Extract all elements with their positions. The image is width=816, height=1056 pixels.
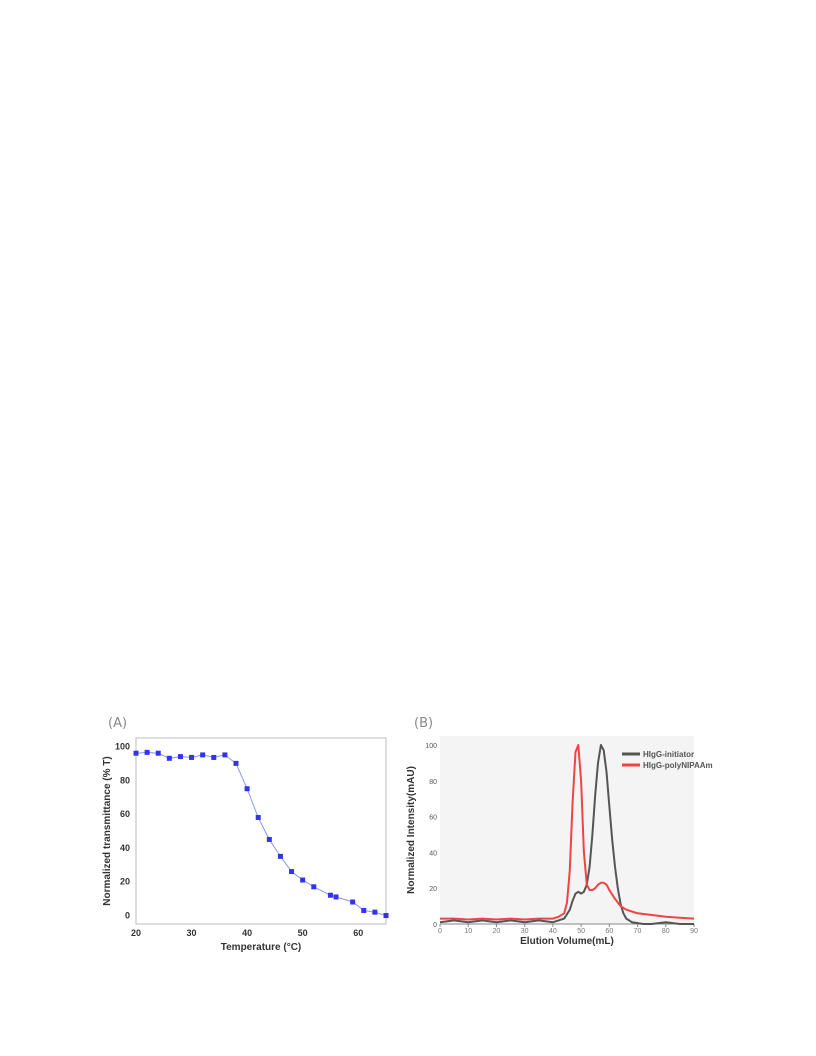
chart-a-xtick-label: 40 — [242, 928, 252, 938]
chart-b-xtick-label: 20 — [493, 928, 501, 935]
chart-b-ytick-label: 40 — [429, 850, 437, 857]
chart-b-xtick-label: 70 — [634, 928, 642, 935]
chart-b-xtick-label: 10 — [464, 928, 472, 935]
chart-b: 0 10 20 30 40 50 60 70 80 90 0 20 40 60 80 100 HIgG-ini… — [406, 736, 713, 947]
chart-a-data-point — [350, 899, 356, 905]
chart-b-xlabel: Elution Volume(mL) — [520, 936, 614, 947]
panel-a-label: (A) — [108, 716, 128, 731]
chart-a-data-point — [289, 869, 295, 875]
chart-a-ytick-label: 0 — [125, 911, 130, 921]
legend-label-higg-initiator: HIgG-initiator — [643, 750, 694, 759]
chart-a-xtick-label: 20 — [131, 928, 141, 938]
chart-a-data-point — [133, 750, 139, 756]
chart-a-data-point — [211, 754, 217, 760]
chart-a-data-point — [300, 877, 306, 883]
chart-a-xtick-label: 60 — [353, 928, 363, 938]
chart-b-ylabel: Normalized Intensity(mAU) — [406, 766, 417, 894]
chart-b-xtick-label: 60 — [605, 928, 613, 935]
legend-label-higg-polynipaam: HIgG-polyNIPAAm — [643, 761, 713, 770]
chart-a-data-point — [383, 913, 389, 919]
chart-b-xtick-label: 80 — [662, 928, 670, 935]
chart-a-frame — [135, 737, 387, 925]
chart-a-data-point — [200, 752, 206, 758]
chart-a-data-point — [361, 907, 367, 913]
chart-a-data-point — [222, 752, 228, 758]
chart-a-data-point — [277, 853, 283, 859]
chart-a-data-point — [233, 760, 239, 766]
chart-a-data-point — [266, 836, 272, 842]
chart-b-ytick-label: 80 — [429, 779, 437, 786]
chart-b-xtick-label: 50 — [577, 928, 585, 935]
chart-b-ytick-label: 100 — [425, 743, 437, 750]
chart-a-ytick-label: 20 — [120, 877, 130, 887]
chart-a-xlabel: Temperature (°C) — [221, 942, 302, 953]
chart-a-data-point — [177, 754, 183, 760]
chart-a-data-point — [166, 755, 172, 761]
chart-a-xtick-label: 30 — [187, 928, 197, 938]
chart-b-xtick-label: 0 — [438, 928, 442, 935]
chart-a-data-point — [244, 786, 250, 792]
chart-a-data-point — [155, 750, 161, 756]
chart-a-data-point — [189, 754, 195, 760]
chart-a-ylabel: Normalized transmittance (% T) — [102, 756, 113, 905]
chart-b-ytick-label: 0 — [433, 922, 437, 929]
chart-a-ytick-label: 40 — [120, 843, 130, 853]
chart-a-data-point — [327, 892, 333, 898]
panel-b-label: (B) — [414, 716, 434, 731]
chart-b-ytick-label: 20 — [429, 886, 437, 893]
chart-a-ytick-label: 60 — [120, 809, 130, 819]
chart-b-xtick-label: 30 — [521, 928, 529, 935]
chart-b-ytick-label: 60 — [429, 815, 437, 822]
chart-b-legend: HIgG-initiator HIgG-polyNIPAAm — [622, 750, 713, 770]
chart-a-data-point — [255, 814, 261, 820]
chart-b-series-higg-polynipaam — [440, 744, 695, 921]
chart-a-xtick-label: 50 — [298, 928, 308, 938]
chart-a-ytick-label: 80 — [120, 775, 130, 785]
chart-b-xtick-label: 40 — [549, 928, 557, 935]
chart-b-series-higg-initiator — [439, 744, 694, 925]
chart-a-data-point — [144, 749, 150, 755]
chart-a-data-point — [311, 884, 317, 890]
chart-a-ytick-label: 100 — [115, 741, 130, 751]
chart-a-data-point — [372, 909, 378, 915]
chart-b-xtick-label: 90 — [690, 928, 698, 935]
chart-a-data-point — [333, 894, 339, 900]
